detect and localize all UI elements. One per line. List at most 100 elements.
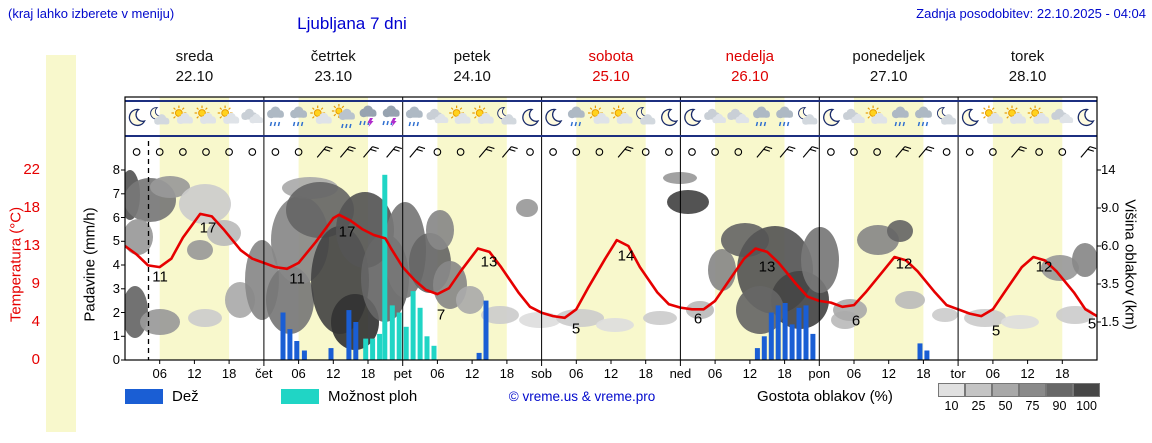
shower-bar — [389, 305, 395, 360]
temperature-curve — [125, 212, 1097, 320]
rain-bar — [294, 341, 300, 360]
density-swatch — [938, 383, 965, 397]
temp-value-label: 6 — [693, 310, 703, 328]
rain-bar — [328, 348, 334, 360]
wind-calm-icon — [248, 148, 257, 156]
weather-icon — [1077, 108, 1095, 127]
cloud-area — [125, 286, 148, 338]
weather-icon — [310, 105, 332, 124]
rain-bar — [483, 300, 489, 360]
weather-icon — [382, 105, 400, 127]
temp-value-label: 12 — [1035, 258, 1053, 276]
shower-bar — [396, 312, 402, 360]
shower-bar — [363, 338, 369, 360]
shower-bar — [431, 345, 437, 360]
rain-bar — [353, 322, 359, 360]
temperature-axis-label: Temperatura (°C) — [7, 206, 25, 323]
wind-calm-icon — [179, 148, 187, 156]
rain-bar — [810, 333, 816, 360]
rain-legend-label: Dež — [172, 388, 199, 405]
cloud-area — [895, 291, 925, 309]
precip-tick: 7 — [112, 185, 120, 201]
density-swatch — [1046, 383, 1073, 397]
day-date: 22.10 — [175, 68, 214, 85]
cloud-axis-label: Višina oblakov (km) — [1121, 199, 1139, 330]
weather-icon — [1051, 108, 1074, 124]
density-swatch — [1019, 383, 1046, 397]
temp-tick: 13 — [23, 237, 40, 254]
weather-icon — [497, 107, 517, 125]
rain-bar — [761, 336, 767, 360]
weather-icon — [981, 105, 1003, 124]
time-tick: 18 — [777, 366, 792, 381]
time-tick: 06 — [846, 366, 862, 381]
time-tick: 12 — [1020, 366, 1035, 381]
density-swatch — [1073, 383, 1100, 397]
cloud-area — [1056, 306, 1094, 324]
wind-barb-icon — [756, 146, 773, 158]
temp-value-label: 7 — [436, 306, 446, 324]
day-name: sreda — [175, 48, 214, 65]
rain-bar — [476, 352, 482, 360]
time-tick: 06 — [152, 366, 167, 381]
copyright-link[interactable]: © vreme.us & vreme.pro — [508, 389, 656, 404]
weather-icon — [823, 108, 841, 127]
time-tick: 12 — [881, 366, 896, 381]
weather-icon — [128, 108, 146, 127]
time-tick: 06 — [569, 366, 584, 381]
wind-calm-icon — [132, 148, 141, 156]
cloud-area — [516, 199, 538, 217]
wind-calm-icon — [1058, 148, 1067, 156]
time-tick: 06 — [430, 366, 445, 381]
time-tick: 18 — [221, 366, 237, 381]
wind-barb-icon — [501, 146, 518, 158]
weather-icon — [684, 108, 702, 127]
day-abbr: ned — [669, 366, 692, 381]
temp-value-label: 17 — [338, 223, 356, 241]
cloud-area — [150, 176, 190, 198]
wind-barb-icon — [363, 146, 379, 158]
weather-icon — [798, 107, 818, 125]
weather-icon — [753, 106, 770, 127]
rain-bar — [287, 329, 293, 360]
rain-bar — [301, 350, 307, 360]
wind-calm-icon — [827, 148, 835, 156]
cloud-area — [1072, 243, 1097, 277]
temp-value-label: 5 — [1087, 315, 1097, 333]
day-abbr: pet — [393, 366, 412, 381]
wind-barb-icon — [409, 146, 426, 158]
weather-icon — [961, 108, 979, 127]
shower-bar — [377, 333, 383, 360]
wind-barb-icon — [918, 146, 935, 158]
weather-icon — [636, 107, 656, 125]
wind-calm-icon — [433, 148, 442, 156]
wind-calm-icon — [572, 148, 581, 156]
cloud-area — [801, 227, 839, 293]
menu-hint[interactable]: (kraj lahko izberete v meniju) — [8, 6, 175, 21]
temp-value-label: 11 — [289, 270, 305, 288]
cloud-area — [426, 210, 454, 250]
shower-bar — [382, 174, 388, 360]
day-date: 23.10 — [314, 68, 353, 85]
wind-calm-icon — [456, 148, 465, 156]
wind-calm-icon — [989, 148, 997, 156]
day-date: 28.10 — [1008, 68, 1047, 85]
cloud-area — [519, 312, 561, 328]
weather-icon — [588, 105, 610, 124]
rain-bar — [803, 305, 809, 360]
day-name: petek — [453, 48, 491, 65]
cloud-area — [932, 308, 958, 322]
weather-icon — [290, 106, 308, 127]
weather-icon — [776, 106, 794, 127]
temp-value-label: 5 — [991, 322, 1001, 340]
cloud-area — [556, 309, 604, 327]
cloud-area — [833, 299, 867, 321]
weather-icon — [1004, 105, 1027, 124]
showers-legend-swatch — [281, 389, 319, 404]
rain-bar — [775, 305, 781, 360]
wind-calm-icon — [711, 148, 719, 156]
density-tick: 50 — [998, 399, 1013, 413]
cloud-area — [1001, 315, 1039, 329]
temp-value-label: 12 — [895, 255, 913, 273]
